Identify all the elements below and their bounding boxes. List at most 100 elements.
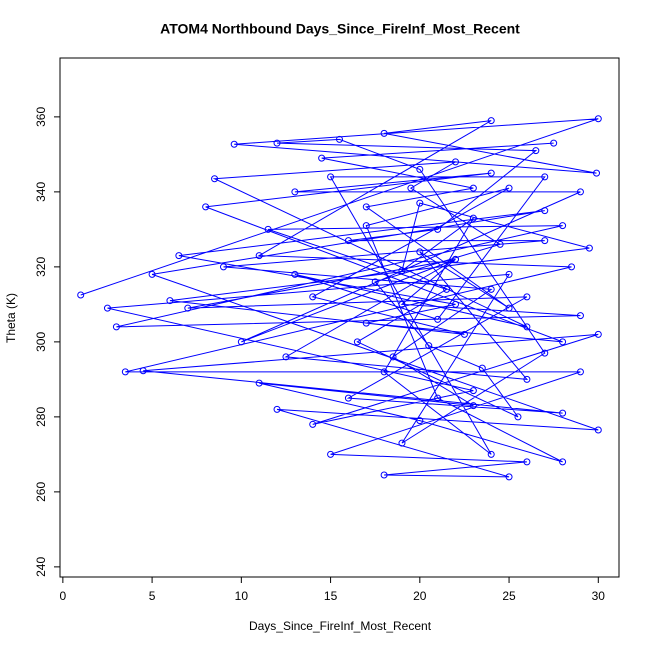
point xyxy=(452,158,460,166)
point xyxy=(559,338,567,346)
point xyxy=(148,270,156,278)
x-tick-label: 5 xyxy=(149,589,156,603)
point xyxy=(594,426,602,434)
point xyxy=(559,222,567,230)
point xyxy=(175,252,183,260)
chart-title: ATOM4 Northbound Days_Since_FireInf_Most… xyxy=(160,21,520,37)
point xyxy=(505,473,513,481)
point xyxy=(576,188,584,196)
point xyxy=(273,405,281,413)
point xyxy=(559,458,567,466)
point xyxy=(121,368,129,376)
point xyxy=(327,173,335,181)
point xyxy=(291,270,299,278)
point xyxy=(184,304,192,312)
point xyxy=(523,458,531,466)
y-tick-label: 300 xyxy=(34,332,48,352)
point xyxy=(416,417,424,425)
point xyxy=(541,207,549,215)
point xyxy=(550,139,558,147)
point xyxy=(416,165,424,173)
point xyxy=(443,285,451,293)
series-line xyxy=(80,118,599,478)
point xyxy=(255,379,263,387)
point xyxy=(487,117,495,125)
point xyxy=(309,293,317,301)
point xyxy=(362,319,370,327)
point xyxy=(594,330,602,338)
x-tick-label: 10 xyxy=(235,589,249,603)
point xyxy=(505,184,513,192)
point xyxy=(362,222,370,230)
point xyxy=(398,267,406,275)
point xyxy=(452,300,460,308)
point xyxy=(202,203,210,211)
point xyxy=(219,263,227,271)
y-tick-label: 360 xyxy=(34,107,48,127)
point xyxy=(460,330,468,338)
point xyxy=(344,237,352,245)
point xyxy=(541,237,549,245)
point xyxy=(389,353,397,361)
point xyxy=(434,315,442,323)
y-tick-label: 260 xyxy=(34,482,48,502)
point xyxy=(541,349,549,357)
point xyxy=(336,135,343,143)
x-tick-label: 15 xyxy=(324,589,338,603)
point xyxy=(273,139,281,147)
point xyxy=(523,323,531,331)
point xyxy=(469,387,477,395)
point xyxy=(585,244,593,252)
point xyxy=(353,338,361,346)
point xyxy=(139,367,147,375)
point xyxy=(309,420,317,428)
x-tick-label: 0 xyxy=(60,589,67,603)
point xyxy=(593,169,601,177)
point xyxy=(398,300,406,308)
point xyxy=(362,203,370,211)
y-tick-label: 240 xyxy=(34,557,48,577)
point xyxy=(166,297,174,305)
y-tick-label: 340 xyxy=(34,182,48,202)
point xyxy=(505,304,513,312)
point xyxy=(291,188,299,196)
point xyxy=(327,450,335,458)
y-axis-label: Theta (K) xyxy=(4,293,18,343)
point xyxy=(478,364,486,372)
point xyxy=(230,140,238,148)
point xyxy=(452,255,460,263)
point xyxy=(523,375,531,383)
x-axis-label: Days_Since_FireInf_Most_Recent xyxy=(249,619,432,633)
point xyxy=(416,248,424,256)
point xyxy=(77,291,85,299)
y-tick-label: 320 xyxy=(34,257,48,277)
point xyxy=(576,312,584,320)
point xyxy=(496,240,504,248)
point xyxy=(103,304,111,312)
y-tick-label: 280 xyxy=(34,407,48,427)
point xyxy=(398,439,406,447)
point xyxy=(487,285,495,293)
x-tick-label: 20 xyxy=(413,589,427,603)
point xyxy=(380,368,388,376)
point xyxy=(594,115,602,123)
point xyxy=(541,173,549,181)
point xyxy=(407,184,415,192)
point xyxy=(568,263,576,271)
point xyxy=(416,199,424,207)
point xyxy=(371,278,379,286)
point xyxy=(434,225,442,233)
point xyxy=(344,394,352,402)
point xyxy=(487,450,495,458)
point xyxy=(112,323,120,331)
point xyxy=(318,154,326,162)
plot-frame xyxy=(59,57,620,578)
point xyxy=(425,342,433,350)
point xyxy=(380,129,388,137)
point xyxy=(469,184,477,192)
point xyxy=(380,471,388,479)
point xyxy=(264,225,272,233)
point xyxy=(576,368,584,376)
point xyxy=(487,169,495,177)
